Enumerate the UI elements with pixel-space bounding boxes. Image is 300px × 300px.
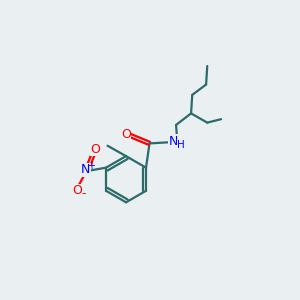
Text: +: + [88, 161, 95, 171]
Text: O: O [72, 184, 82, 197]
Text: H: H [177, 140, 185, 150]
Text: -: - [81, 187, 85, 200]
Text: N: N [169, 135, 178, 148]
Text: O: O [121, 128, 130, 141]
Text: O: O [90, 143, 100, 156]
Text: N: N [80, 164, 90, 176]
